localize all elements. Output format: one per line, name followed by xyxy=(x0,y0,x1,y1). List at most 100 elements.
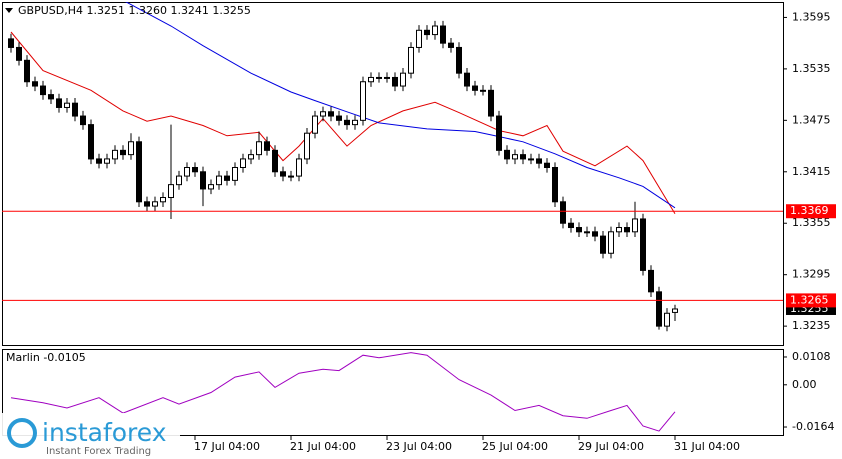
candle-body xyxy=(336,115,342,121)
candle-body xyxy=(424,29,430,36)
moving-average xyxy=(125,2,676,209)
y-tick-label: 1.3235 xyxy=(792,319,831,332)
candle-body xyxy=(48,94,54,100)
x-tick-label: 25 Jul 04:00 xyxy=(482,440,548,453)
candle-body xyxy=(184,166,190,177)
indicator-panel xyxy=(2,349,784,436)
candle-body xyxy=(288,175,294,178)
x-tick-label: 31 Jul 04:00 xyxy=(674,440,740,453)
candle-body xyxy=(200,171,206,190)
candle-body xyxy=(240,158,246,168)
candle-body xyxy=(352,119,358,126)
candle-body xyxy=(392,76,398,87)
candle-body xyxy=(96,158,102,164)
candle-body xyxy=(40,85,46,96)
candle-body xyxy=(632,218,638,233)
candle-body xyxy=(440,25,446,44)
candle-body xyxy=(416,29,422,48)
candle-body xyxy=(544,162,550,168)
level-label-box xyxy=(786,204,836,219)
candle-body xyxy=(496,115,502,151)
candle-body xyxy=(328,111,334,117)
candle-body xyxy=(248,154,254,160)
candle-body xyxy=(648,269,654,293)
candle-body xyxy=(384,76,390,79)
y-tick-label: 1.3355 xyxy=(792,216,831,229)
candle-body xyxy=(608,231,614,254)
logo-tagline: Instant Forex Trading xyxy=(46,446,151,457)
candle-body xyxy=(664,312,670,327)
menu-arrow[interactable] xyxy=(5,8,13,13)
candle-body xyxy=(128,141,134,156)
candle-body xyxy=(640,218,646,271)
main-panel xyxy=(2,2,784,346)
candle-body xyxy=(560,201,566,224)
candle-body xyxy=(104,158,110,164)
x-tick-label: 29 Jul 04:00 xyxy=(578,440,644,453)
candle-body xyxy=(56,98,62,108)
candle-body xyxy=(368,76,374,83)
candle-body xyxy=(144,201,150,207)
candle-body xyxy=(616,227,622,233)
candle-body xyxy=(232,166,238,181)
x-tick-label: 21 Jul 04:00 xyxy=(290,440,356,453)
candle-body xyxy=(360,81,366,121)
x-tick-label: 23 Jul 04:00 xyxy=(386,440,452,453)
candle-body xyxy=(216,175,222,186)
candle-body xyxy=(32,81,38,87)
indicator-line xyxy=(10,352,676,432)
candle-body xyxy=(568,222,574,229)
candle-body xyxy=(256,141,262,156)
candle-body xyxy=(472,85,478,91)
level-label-box xyxy=(786,293,836,308)
y-tick-label: -0.0164 xyxy=(792,420,834,433)
candle-body xyxy=(88,124,94,160)
level-label: 1.3265 xyxy=(790,293,829,306)
candle-body xyxy=(536,158,542,164)
candle-body xyxy=(24,59,30,83)
candle-body xyxy=(344,119,350,126)
candle-body xyxy=(400,72,406,87)
candle-body xyxy=(192,166,198,173)
candle-body xyxy=(584,231,590,234)
candle-body xyxy=(136,141,142,203)
candle-body xyxy=(656,291,662,327)
y-tick-label: 0.0108 xyxy=(792,350,831,363)
candle-body xyxy=(600,235,606,254)
y-tick-label: 1.3535 xyxy=(792,62,831,75)
candle-body xyxy=(552,166,558,203)
candle-body xyxy=(672,308,678,313)
candle-body xyxy=(112,149,118,160)
candle-body xyxy=(152,201,158,207)
candle-body xyxy=(304,132,310,160)
candle-body xyxy=(296,158,302,177)
candle-body xyxy=(448,42,454,48)
chart-title: GBPUSD,H4 1.3251 1.3260 1.3241 1.3255 xyxy=(18,4,251,17)
logo-icon xyxy=(7,418,37,448)
candle-body xyxy=(480,89,486,92)
candle-body xyxy=(520,154,526,160)
candle-body xyxy=(208,184,214,190)
candle-body xyxy=(176,175,182,186)
candle-body xyxy=(16,46,22,61)
candle-body xyxy=(432,25,438,36)
candle-body xyxy=(64,102,70,108)
logo-name: instaforex xyxy=(42,418,167,447)
candle-body xyxy=(528,158,534,161)
level-label: 1.3369 xyxy=(790,204,829,217)
moving-average xyxy=(10,31,676,215)
candle-body xyxy=(624,227,630,233)
logo: instaforex Instant Forex Trading xyxy=(0,413,180,459)
candle-body xyxy=(264,141,270,151)
y-tick-label: 1.3295 xyxy=(792,268,831,281)
main-plot xyxy=(2,2,783,332)
candle-body xyxy=(576,227,582,233)
candle-body xyxy=(280,171,286,177)
candle-body xyxy=(80,115,86,126)
candle-body xyxy=(456,46,462,74)
candle-body xyxy=(272,149,278,173)
candle-body xyxy=(8,38,14,48)
candle-body xyxy=(168,184,174,199)
candle-body xyxy=(488,89,494,117)
